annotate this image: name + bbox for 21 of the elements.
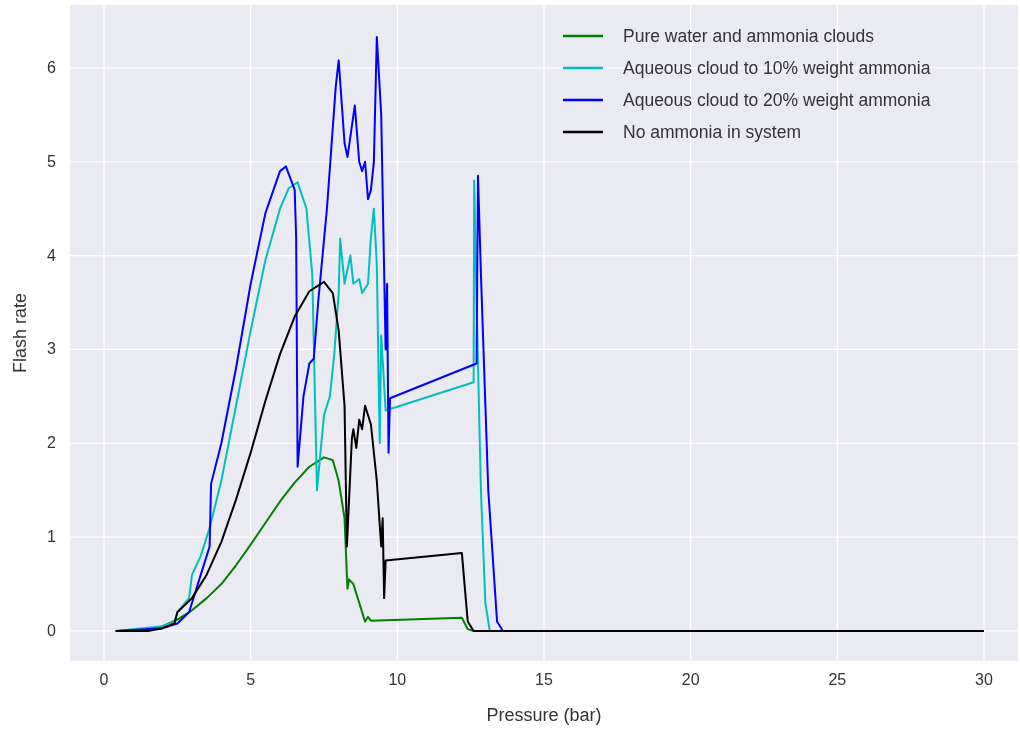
x-tick-label: 20: [681, 671, 700, 688]
y-tick-label: 5: [47, 152, 57, 170]
x-tick-label: 0: [99, 671, 109, 688]
line-series: [114, 280, 985, 632]
x-tick-label: 5: [246, 671, 256, 688]
y-tick-label: 0: [47, 621, 57, 639]
y-tick-label: 4: [47, 246, 57, 264]
legend-label: Aqueous cloud to 10% weight ammonia: [623, 58, 931, 78]
y-tick-label: 1: [47, 528, 57, 546]
x-tick-label: 30: [975, 671, 993, 688]
y-tick-label: 3: [47, 340, 57, 358]
y-tick-label: 2: [47, 434, 57, 452]
x-axis-title: Pressure (bar): [486, 705, 602, 725]
x-tick-label: 25: [828, 671, 847, 688]
legend-label: Aqueous cloud to 20% weight ammonia: [623, 90, 931, 110]
x-tick-label: 15: [535, 671, 553, 688]
y-tick-label: 6: [47, 58, 57, 76]
x-tick-label: 10: [388, 671, 407, 688]
legend-label: Pure water and ammonia clouds: [623, 26, 875, 46]
y-axis-title: Flash rate: [10, 292, 30, 374]
legend-label: No ammonia in system: [623, 122, 801, 142]
